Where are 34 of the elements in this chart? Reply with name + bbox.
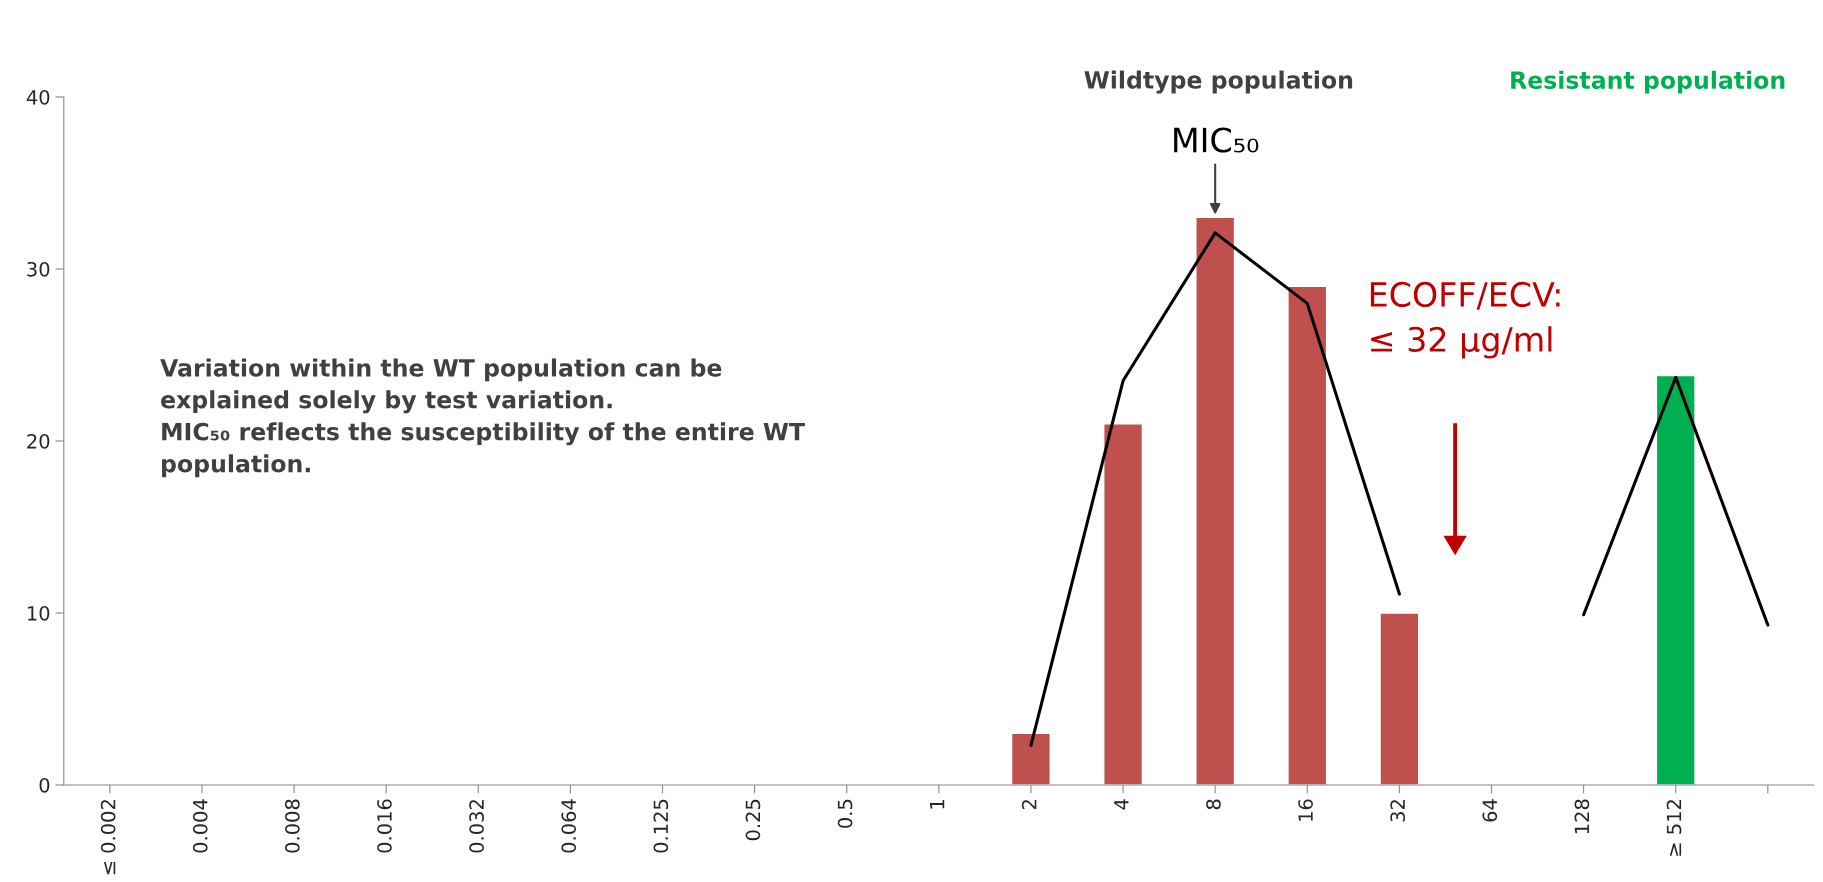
x-tick-label: 0.016 (377, 799, 392, 853)
x-tick-label: 64 (1482, 799, 1498, 822)
x-tick-label: 0.5 (837, 799, 853, 828)
annotation: Variation within the WT population can be explained solely by test variation. MIC₅₀ reflects the susceptibility of the entire WT population. (160, 358, 805, 478)
x-tick-label: 0.032 (469, 800, 484, 853)
bar (1379, 612, 1420, 785)
x-tick-label: 2 (1021, 800, 1037, 810)
y-tick-label: 0 (39, 777, 50, 793)
x-tick-label: 32 (1390, 800, 1406, 822)
x-tick-label: ≤ 0.002 (100, 800, 116, 875)
bar (1655, 374, 1696, 785)
annotation: MIC₅₀ (1174, 127, 1259, 153)
x-tick-label: 0.064 (561, 799, 577, 853)
bar (1010, 732, 1051, 785)
x-tick-label: 0.25 (745, 799, 761, 841)
text: Wildtype population (1084, 70, 1353, 94)
bar (1103, 423, 1144, 785)
x-tick-label: 0.008 (285, 799, 300, 853)
y-tick-label: 30 (27, 261, 50, 277)
x-tick-label: ≥ 512 (1666, 800, 1682, 856)
y-tick-label: 20 (27, 433, 50, 449)
x-tick-label: 0.125 (653, 799, 669, 853)
x-tick-label: 128 (1574, 799, 1590, 834)
y-tick-label: 40 (26, 89, 50, 105)
x-tick-label: 8 (1206, 799, 1221, 810)
bar (1287, 285, 1328, 785)
bar (1195, 216, 1236, 785)
y-tick-label: 10 (28, 605, 50, 621)
x-tick-label: 0.004 (192, 799, 208, 853)
annotation: ECOFF/ECV: ≤ 32 μg/ml (1370, 281, 1560, 359)
text: Resistant population (1511, 70, 1785, 94)
x-tick-label: 16 (1298, 799, 1313, 821)
x-tick-label: 1 (930, 799, 945, 809)
x-tick-label: 4 (1114, 799, 1129, 810)
